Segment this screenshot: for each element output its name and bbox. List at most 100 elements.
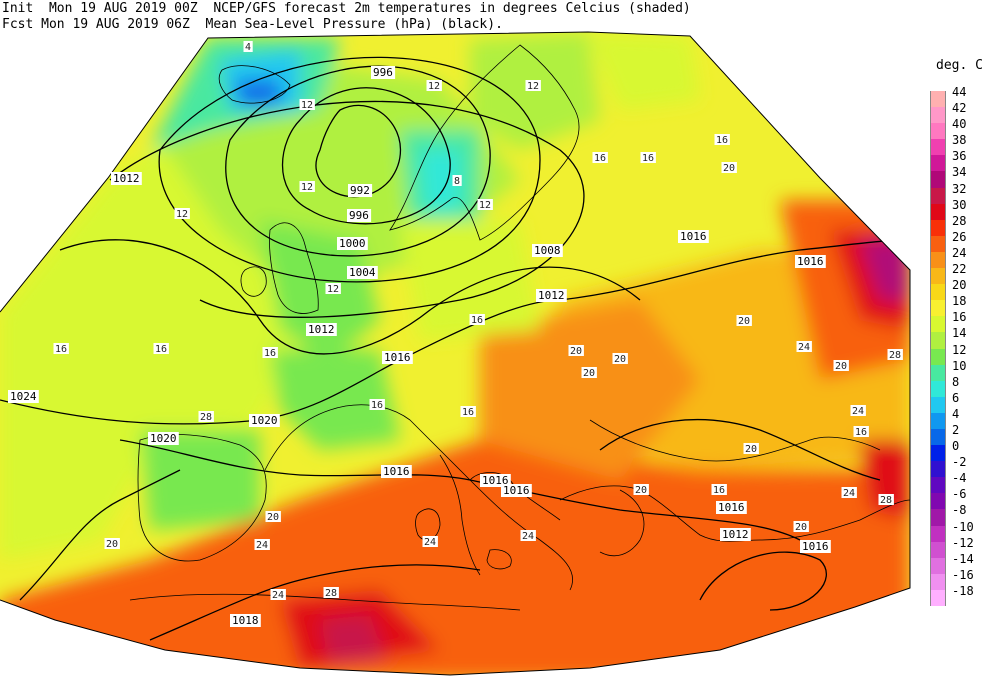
temperature-label: 20 [721,162,737,174]
legend-swatch [930,509,946,526]
svg-text:1004: 1004 [349,266,376,279]
temperature-label: 8 [452,175,462,187]
temperature-label: 20 [568,345,584,357]
svg-text:1020: 1020 [150,432,177,445]
isobar-label: 1016 [381,465,412,478]
temperature-label: 20 [633,484,649,496]
legend-label: 34 [952,165,967,180]
temperature-field [0,32,910,675]
legend-swatch [930,412,946,429]
svg-text:16: 16 [642,153,654,164]
svg-text:20: 20 [570,346,582,357]
temperature-label: 12 [299,181,315,193]
temperature-label: 28 [198,411,214,423]
temperature-label: 12 [325,283,341,295]
legend-swatch [930,477,946,494]
legend-label: 14 [952,326,967,341]
legend-swatch [930,300,946,317]
legend-label: 0 [952,439,960,454]
temperature-label: 24 [422,536,438,548]
legend-swatch [930,332,946,349]
svg-text:1008: 1008 [534,244,561,257]
legend-label: -10 [952,519,974,534]
svg-text:24: 24 [272,590,284,601]
header-forecast-line: Fcst Mon 19 AUG 2019 06Z Mean Sea-Level … [2,17,503,32]
svg-text:20: 20 [795,522,807,533]
svg-text:28: 28 [889,350,901,361]
temperature-label: 24 [520,530,536,542]
svg-text:16: 16 [471,315,483,326]
legend-swatch [930,380,946,397]
temperature-label: 16 [640,152,656,164]
legend-label: 16 [952,310,967,325]
legend-swatch [930,155,946,172]
svg-text:24: 24 [798,342,810,353]
isobar-label: 1016 [501,484,532,497]
temperature-label: 20 [833,360,849,372]
svg-text:20: 20 [267,512,279,523]
legend-swatch [930,557,946,574]
legend-label: 2 [952,422,960,437]
svg-text:16: 16 [713,485,725,496]
svg-text:1012: 1012 [113,172,140,185]
svg-text:20: 20 [723,163,735,174]
isobar-label: 992 [348,184,373,197]
svg-text:1016: 1016 [718,501,745,514]
svg-text:1016: 1016 [482,474,509,487]
legend-label: 12 [952,342,967,357]
legend-swatch [930,235,946,252]
legend-swatch [930,268,946,285]
legend-label: -16 [952,567,974,582]
legend-swatch [930,107,946,124]
map-frame [0,31,911,676]
forecast-map: 996 992 996 1000 1004 1008 1012 1012 1012 1012 101… [0,31,911,676]
svg-text:1016: 1016 [383,465,410,478]
isobar-label: 1004 [347,266,378,279]
svg-text:16: 16 [716,135,728,146]
svg-text:16: 16 [371,400,383,411]
temperature-label: 20 [793,521,809,533]
legend-swatch [930,348,946,365]
temperature-label: 20 [581,367,597,379]
temperature-label: 16 [369,399,385,411]
legend-swatch [930,396,946,413]
isobar-label: 1016 [716,501,747,514]
svg-text:1024: 1024 [10,390,37,403]
isobar-label: 1012 [720,528,751,541]
temperature-label: 16 [714,134,730,146]
temperature-label: 28 [887,349,903,361]
svg-text:20: 20 [738,316,750,327]
legend-swatch [930,316,946,333]
svg-text:12: 12 [428,81,440,92]
svg-text:16: 16 [264,348,276,359]
legend-label: 32 [952,181,967,196]
svg-text:24: 24 [424,537,436,548]
legend-label: -2 [952,455,967,470]
svg-text:1018: 1018 [232,614,259,627]
svg-text:16: 16 [855,427,867,438]
svg-text:12: 12 [479,200,491,211]
header-init-line: Init Mon 19 AUG 2019 00Z NCEP/GFS foreca… [2,1,691,16]
isobar-label: 1024 [8,390,39,403]
legend-label: 26 [952,229,967,244]
isobar-label: 996 [347,209,372,222]
temperature-label: 24 [850,405,866,417]
svg-text:12: 12 [527,81,539,92]
legend-swatch [930,139,946,156]
legend-swatch [930,493,946,510]
isobar-label: 1016 [480,474,511,487]
legend-label: -6 [952,487,967,502]
legend-swatch [930,284,946,301]
temperature-label: 4 [243,41,253,53]
temperature-label: 16 [262,347,278,359]
legend-label: -18 [952,583,974,598]
temperature-label: 12 [477,199,493,211]
temperature-label: 16 [711,484,727,496]
svg-text:4: 4 [245,42,251,53]
temperature-label: 28 [323,587,339,599]
svg-text:12: 12 [176,209,188,220]
isobar-label: 1016 [382,351,413,364]
temperature-label: 24 [841,487,857,499]
svg-text:16: 16 [55,344,67,355]
svg-text:992: 992 [350,184,370,197]
